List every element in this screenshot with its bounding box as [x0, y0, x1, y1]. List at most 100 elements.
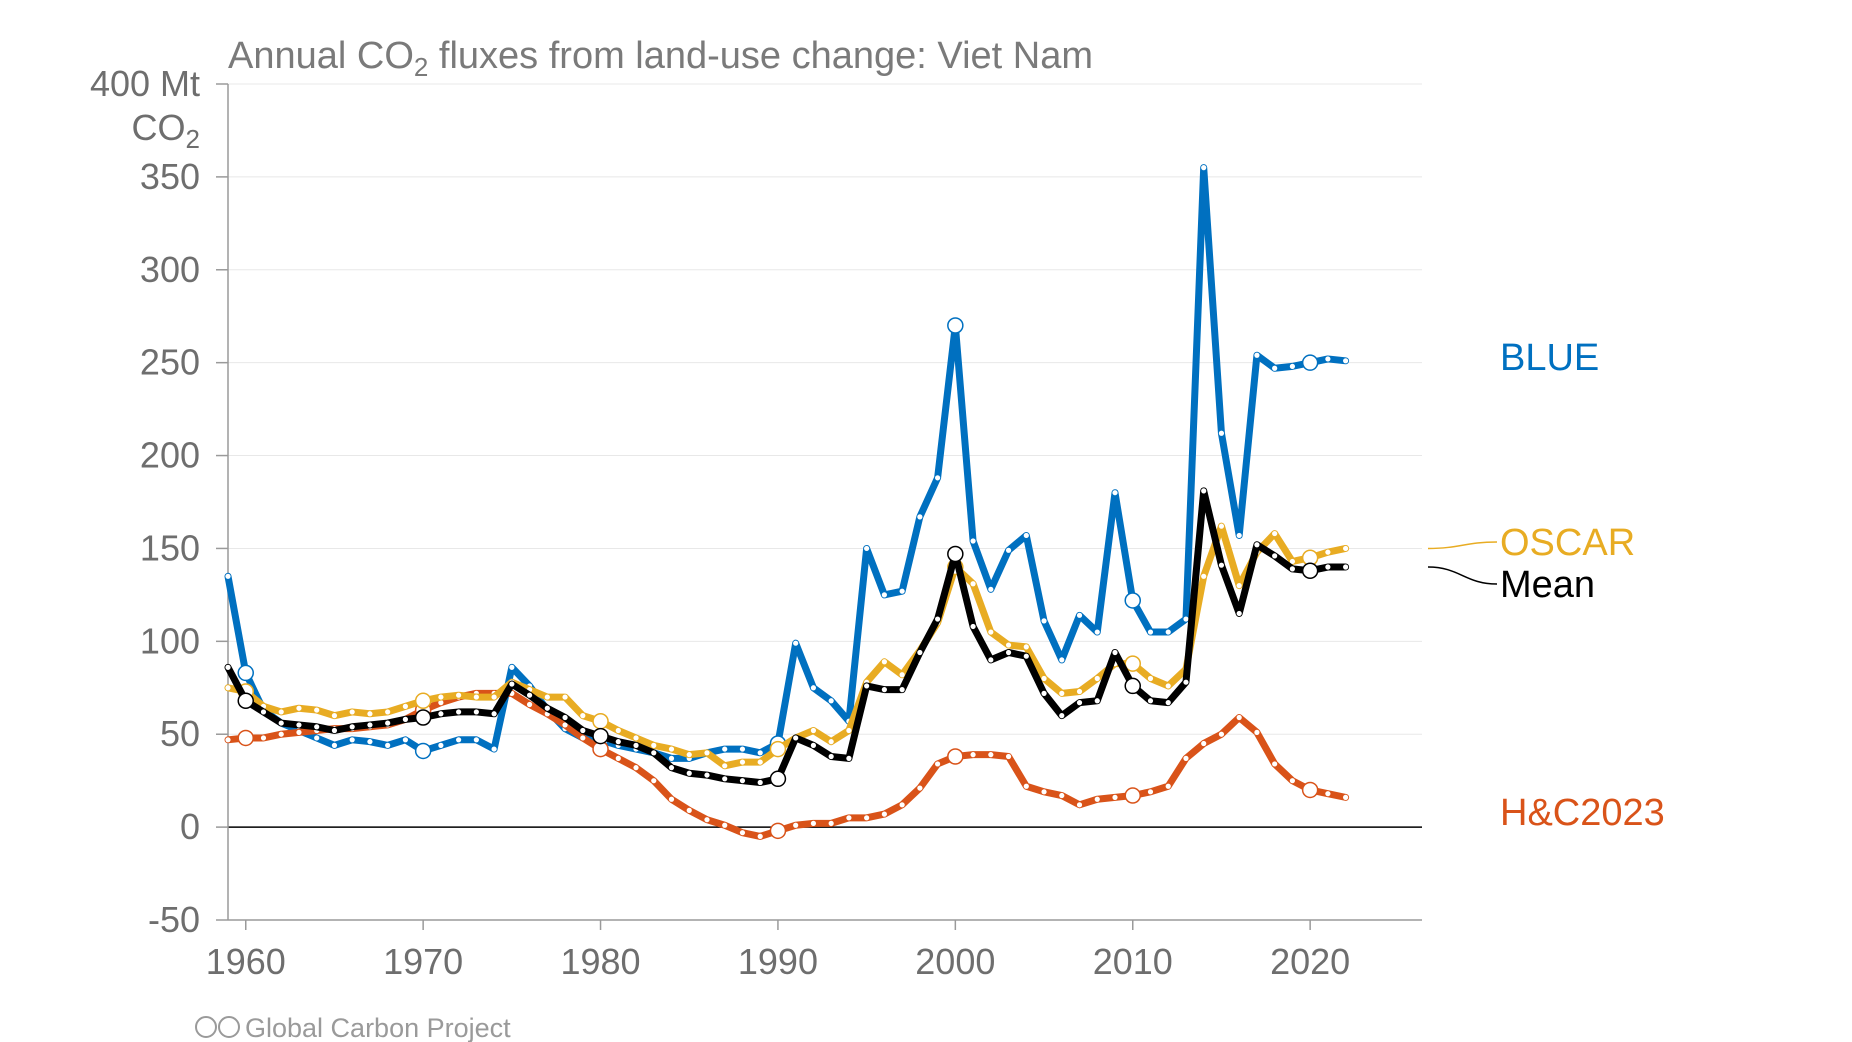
data-point-mean: [615, 739, 621, 745]
data-point-h-c2023: [1094, 796, 1100, 802]
data-point-oscar: [438, 694, 444, 700]
data-point-mean: [1201, 488, 1207, 494]
data-point-mean: [947, 545, 964, 563]
data-point-oscar: [615, 727, 621, 734]
data-point-h-c2023: [1236, 714, 1242, 721]
data-point-mean: [278, 720, 284, 726]
data-point-oscar: [828, 739, 834, 745]
y-tick-label: 350: [140, 156, 200, 197]
data-point-h-c2023: [1254, 729, 1260, 735]
data-point-h-c2023: [438, 700, 444, 706]
data-point-h-c2023: [1005, 753, 1012, 760]
data-point-blue: [1254, 352, 1260, 358]
data-point-blue: [1272, 365, 1278, 371]
x-tick-labels: 1960 1970 1980 1990 2000 2010 2020: [206, 941, 1350, 982]
data-point-oscar: [881, 659, 887, 665]
data-point-h-c2023: [1289, 778, 1295, 784]
data-point-oscar: [1076, 688, 1083, 695]
data-point-mean: [402, 716, 408, 722]
data-point-oscar: [402, 703, 408, 709]
data-point-mean: [651, 750, 657, 756]
data-point-mean: [580, 727, 586, 734]
label-leader-mean: [1427, 566, 1498, 585]
data-point-mean: [562, 714, 568, 721]
data-point-oscar: [296, 705, 302, 711]
data-point-h-c2023: [1059, 792, 1065, 799]
data-point-oscar: [704, 750, 710, 756]
data-point-mean: [237, 692, 254, 710]
data-point-h-c2023: [722, 822, 728, 828]
data-point-h-c2023: [739, 830, 746, 836]
data-point-h-c2023: [810, 820, 817, 826]
data-point-blue: [793, 640, 799, 646]
data-point-mean: [1272, 553, 1278, 559]
data-point-mean: [456, 709, 462, 715]
data-point-h-c2023: [757, 833, 763, 840]
data-point-mean: [1124, 677, 1141, 695]
data-point-blue: [668, 755, 675, 761]
data-point-oscar: [225, 685, 231, 691]
data-point-oscar: [810, 727, 817, 734]
data-point-mean: [633, 742, 639, 748]
series-line-mean: [224, 487, 1350, 787]
data-point-h-c2023: [633, 765, 639, 771]
data-point-blue: [509, 664, 515, 670]
y-axis-unit-line2: CO2: [132, 107, 200, 154]
data-point-blue: [935, 475, 941, 481]
data-point-oscar: [686, 752, 692, 758]
data-point-oscar: [651, 742, 657, 748]
data-point-mean: [1094, 698, 1100, 704]
y-tick-label: 100: [140, 620, 200, 661]
data-point-oscar: [668, 746, 675, 752]
data-point-h-c2023: [881, 811, 887, 817]
data-point-mean: [846, 755, 852, 761]
data-point-mean: [1301, 562, 1319, 579]
data-point-mean: [526, 692, 533, 698]
data-point-h-c2023: [562, 722, 568, 728]
data-point-mean: [1236, 610, 1242, 617]
cc-icon: [195, 1016, 217, 1038]
data-point-mean: [970, 623, 976, 630]
data-point-blue: [1124, 592, 1141, 609]
data-point-blue: [1301, 354, 1319, 371]
data-point-oscar: [1218, 523, 1225, 529]
data-point-oscar: [592, 712, 609, 730]
data-point-oscar: [769, 740, 787, 758]
data-point-h-c2023: [1218, 731, 1225, 737]
data-point-blue: [367, 739, 373, 745]
series-mean: [224, 487, 1350, 788]
data-point-oscar: [739, 759, 746, 765]
data-point-h-c2023: [526, 701, 533, 708]
data-point-blue: [970, 538, 976, 544]
data-point-blue: [988, 586, 994, 592]
series-oscar: [224, 522, 1350, 770]
data-point-h-c2023: [704, 817, 710, 823]
data-point-blue: [722, 746, 728, 752]
data-point-h-c2023: [1272, 761, 1278, 767]
data-point-h-c2023: [846, 815, 852, 821]
data-point-blue: [1041, 618, 1047, 624]
series-label-h-c2023: H&C2023: [1500, 792, 1665, 834]
data-point-oscar: [349, 709, 355, 715]
data-point-blue: [414, 742, 432, 760]
data-point-blue: [1094, 629, 1100, 635]
data-point-oscar: [633, 735, 639, 741]
data-point-mean: [722, 776, 728, 782]
data-point-oscar: [1023, 644, 1029, 650]
data-point-mean: [1218, 562, 1225, 568]
y-tick-labels: -50 0 50 100 150 200 250 300 350: [140, 156, 200, 940]
data-point-mean: [917, 649, 923, 656]
data-point-blue: [491, 746, 497, 752]
y-axis-unit-line1: 400 Mt: [90, 63, 200, 104]
data-point-blue: [881, 592, 887, 598]
data-point-blue: [1023, 532, 1029, 539]
series-label-oscar: OSCAR: [1500, 522, 1635, 564]
data-point-blue: [1059, 657, 1065, 663]
data-point-oscar: [473, 694, 479, 700]
data-point-h-c2023: [1201, 740, 1207, 747]
data-point-mean: [935, 616, 941, 622]
data-point-oscar: [278, 709, 284, 715]
data-point-blue: [1165, 629, 1171, 635]
data-point-oscar: [1124, 655, 1141, 672]
